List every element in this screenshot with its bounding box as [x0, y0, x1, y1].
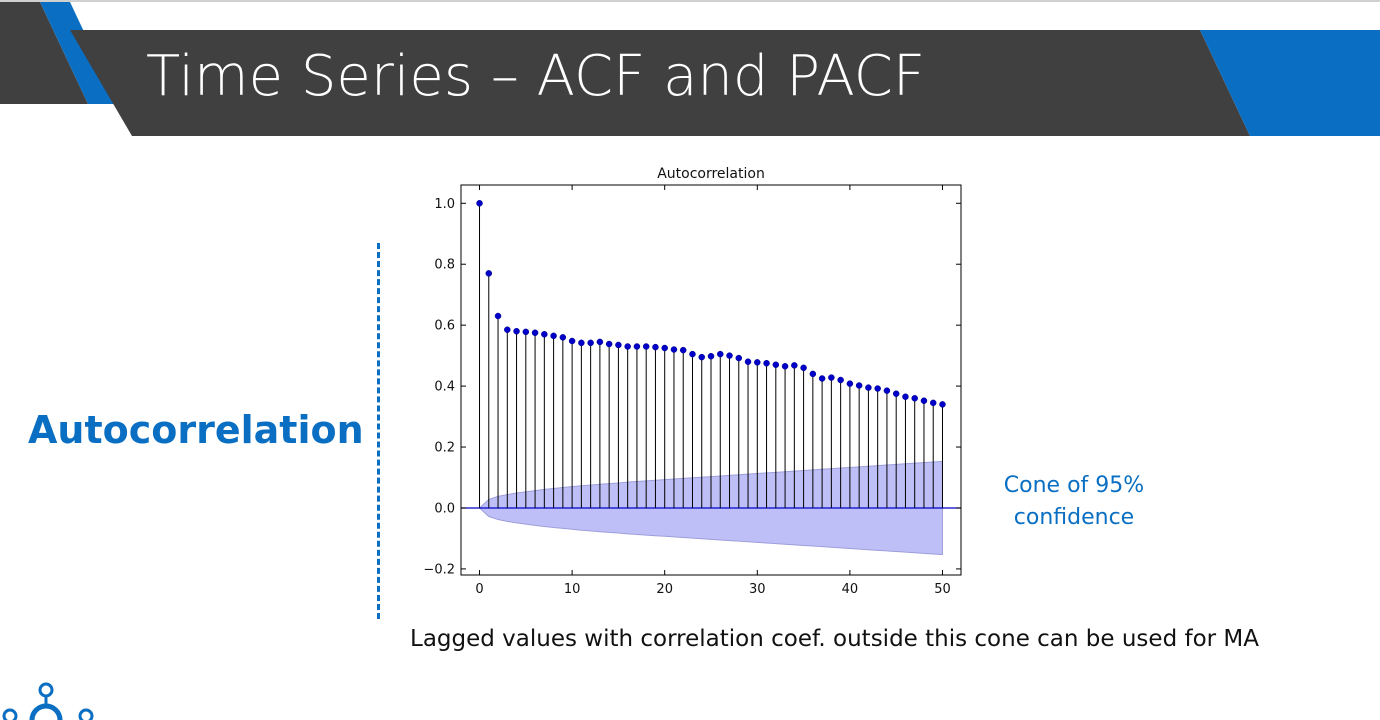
- acf-point: [513, 328, 520, 335]
- acf-point: [605, 340, 613, 348]
- banner-dark-body: [70, 30, 1250, 136]
- acf-point: [494, 312, 502, 320]
- acf-point: [809, 370, 817, 378]
- plot-frame: [460, 184, 962, 576]
- acf-point: [717, 350, 724, 358]
- footer-caption: Lagged values with correlation coef. out…: [410, 626, 1259, 652]
- acf-point: [522, 328, 530, 336]
- acf-point: [911, 395, 918, 402]
- acf-point: [800, 364, 807, 372]
- acf-point: [846, 380, 854, 387]
- acf-point: [781, 363, 789, 370]
- x-tick-label: 0: [475, 582, 483, 597]
- acf-point: [541, 331, 548, 338]
- y-tick-label: 0.6: [434, 319, 455, 334]
- x-tick-label: 10: [564, 582, 581, 597]
- cone-annotation: Cone of 95% confidence: [996, 470, 1152, 534]
- acf-point: [670, 346, 678, 353]
- title-banner: [0, 2, 1380, 136]
- acf-point: [865, 384, 872, 391]
- acf-point: [920, 397, 928, 404]
- acf-point: [587, 339, 594, 347]
- acf-point: [531, 329, 539, 337]
- acf-point: [485, 270, 493, 277]
- acf-point: [735, 354, 743, 362]
- slide-title: Time Series – ACF and PACF: [146, 44, 926, 109]
- acf-point: [772, 361, 780, 369]
- x-tick-label: 20: [656, 582, 673, 597]
- acf-point: [874, 385, 881, 392]
- dashed-divider: [377, 243, 380, 619]
- top-rule: [0, 0, 1380, 2]
- acf-point: [828, 374, 835, 381]
- acf-point: [559, 334, 567, 341]
- brand-logo: [2, 682, 94, 720]
- acf-point: [679, 346, 687, 354]
- acf-point: [939, 401, 946, 408]
- acf-point: [615, 341, 622, 349]
- acf-point: [883, 387, 891, 394]
- acf-point: [744, 358, 752, 365]
- acf-point: [754, 359, 761, 366]
- acf-point: [837, 376, 844, 384]
- acf-point: [568, 337, 576, 345]
- acf-point: [726, 352, 733, 359]
- y-tick-label: 0.8: [434, 258, 455, 273]
- acf-point: [476, 200, 483, 207]
- acf-point: [902, 393, 909, 401]
- acf-point: [596, 338, 604, 346]
- acf-point: [642, 343, 650, 350]
- cone-annotation-line-2: confidence: [1013, 505, 1135, 530]
- logo-hub-circle: [29, 703, 63, 720]
- cone-annotation-line-1: Cone of 95%: [1003, 473, 1145, 498]
- acf-point: [791, 362, 798, 369]
- acf-point: [652, 343, 659, 351]
- acf-point: [578, 339, 585, 347]
- x-tick-label: 50: [934, 582, 951, 597]
- acf-point: [698, 353, 705, 361]
- banner-right-blue-block: [1200, 30, 1380, 136]
- y-tick-label: 0.2: [434, 441, 455, 456]
- acf-point: [818, 375, 826, 382]
- acf-point: [550, 332, 557, 340]
- y-tick-label: 1.0: [434, 197, 455, 212]
- acf-point: [689, 350, 696, 358]
- logo-left-node: [2, 708, 18, 720]
- x-tick-label: 40: [842, 582, 859, 597]
- acf-chart: Autocorrelation 0 10 20 30 40 50 −0.2 0.0 0.2 0.4…: [423, 166, 962, 597]
- side-label-autocorrelation: Autocorrelation: [28, 408, 364, 452]
- lightbulb-icon: [38, 682, 54, 706]
- y-tick-label: 0.0: [434, 501, 455, 516]
- x-tick-label: 30: [749, 582, 766, 597]
- y-tick-label: 0.4: [434, 380, 455, 395]
- banner-left-dark-shape: [0, 2, 88, 104]
- acf-point: [633, 343, 641, 350]
- acf-point: [707, 352, 715, 360]
- acf-point: [624, 343, 631, 350]
- acf-point: [661, 344, 668, 352]
- acf-point: [855, 382, 863, 389]
- acf-point: [892, 390, 900, 397]
- acf-point: [504, 326, 511, 333]
- y-tick-label: −0.2: [423, 562, 455, 577]
- logo-right-node: [78, 708, 94, 720]
- acf-point: [929, 399, 937, 407]
- acf-point: [763, 359, 770, 367]
- chart-title: Autocorrelation: [657, 166, 765, 182]
